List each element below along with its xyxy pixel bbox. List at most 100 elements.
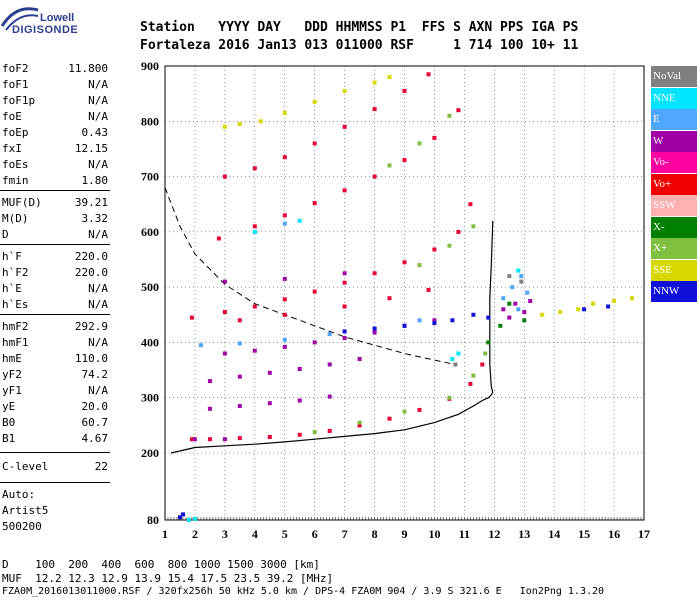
param-key: hmF2 bbox=[2, 320, 29, 333]
data-point-noval bbox=[519, 279, 524, 284]
data-point-x+ bbox=[387, 163, 392, 168]
data-point-x+ bbox=[402, 409, 407, 414]
header-labels: Station YYYY DAY DDD HHMMSS P1 FFS S AXN… bbox=[140, 20, 579, 35]
data-point-vo+ bbox=[237, 318, 242, 323]
param-row-20: yE 20.0 bbox=[2, 400, 108, 414]
data-point-w bbox=[207, 379, 212, 384]
data-point-nne bbox=[297, 218, 302, 223]
param-key: foF1 bbox=[2, 78, 29, 91]
data-point-x- bbox=[522, 318, 527, 323]
legend-item-vo+: Vo+ bbox=[651, 173, 697, 195]
data-point-sse bbox=[312, 99, 317, 104]
data-point-vo+ bbox=[417, 407, 422, 412]
data-point-w bbox=[528, 299, 533, 303]
data-point-w bbox=[222, 351, 227, 356]
data-point-nnw bbox=[181, 512, 185, 517]
param-value: 11.800 bbox=[68, 62, 108, 75]
data-point-w bbox=[507, 315, 512, 320]
data-point-w bbox=[513, 301, 518, 306]
param-key: C-level bbox=[2, 460, 49, 473]
data-point-e bbox=[519, 274, 524, 279]
param-value: N/A bbox=[88, 282, 108, 295]
data-point-w bbox=[192, 437, 197, 442]
data-point-e bbox=[198, 343, 203, 348]
data-point-vo+ bbox=[189, 437, 194, 442]
data-point-sse bbox=[630, 296, 634, 301]
data-point-vo+ bbox=[402, 260, 407, 265]
data-point-x+ bbox=[471, 373, 476, 378]
param-row-6: foEs N/A bbox=[2, 158, 108, 172]
data-point-noval bbox=[453, 362, 458, 367]
param-value: 12.15 bbox=[74, 142, 108, 155]
data-point-sse bbox=[591, 301, 596, 306]
data-point-w bbox=[501, 307, 506, 312]
param-key: D bbox=[2, 228, 9, 241]
data-point-vo+ bbox=[342, 124, 347, 129]
legend-item-noval: NoVal bbox=[651, 66, 697, 87]
data-point-vo+ bbox=[327, 428, 332, 433]
data-point-w bbox=[267, 370, 272, 375]
data-point-w bbox=[372, 330, 377, 335]
data-point-w bbox=[222, 279, 227, 284]
data-point-sse bbox=[237, 122, 242, 127]
param-value: 20.0 bbox=[81, 400, 109, 413]
data-point-sse bbox=[222, 124, 227, 129]
auto-line-1: Artist5 bbox=[2, 504, 49, 517]
data-point-vo+ bbox=[267, 435, 272, 439]
x-tick-label: 17 bbox=[638, 527, 650, 541]
data-point-nne bbox=[450, 357, 455, 361]
logo-swoosh-icon bbox=[0, 7, 39, 31]
data-point-sse bbox=[612, 299, 617, 303]
param-key: yF1 bbox=[2, 384, 22, 397]
parameter-panel: foF2 11.800 foF1 N/A foF1p N/A foE N/A foEp 0.43 f… bbox=[0, 0, 112, 560]
x-tick-label: 14 bbox=[548, 527, 560, 541]
data-point-x+ bbox=[447, 113, 452, 118]
data-point-w bbox=[342, 336, 347, 340]
data-point-vo+ bbox=[402, 158, 407, 162]
data-point-vo+ bbox=[189, 315, 194, 320]
data-point-vo+ bbox=[282, 155, 287, 160]
data-point-w bbox=[267, 401, 272, 406]
x-tick-label: 12 bbox=[488, 527, 500, 541]
param-row-7: fmin 1.80 bbox=[2, 174, 108, 188]
data-point-vo+ bbox=[426, 72, 431, 77]
param-value: 74.2 bbox=[81, 368, 109, 381]
param-row-2: foF1p N/A bbox=[2, 94, 108, 108]
data-point-sse bbox=[258, 119, 263, 124]
auto-line-2: 500200 bbox=[2, 520, 42, 533]
data-point-sse bbox=[372, 80, 377, 85]
data-point-vo+ bbox=[252, 166, 257, 171]
param-key: h`E bbox=[2, 282, 22, 295]
data-point-vo+ bbox=[432, 247, 437, 252]
data-point-nnw bbox=[450, 318, 455, 323]
y-tick-label: 900 bbox=[141, 59, 159, 73]
data-point-w bbox=[237, 374, 242, 379]
panel-divider bbox=[0, 244, 110, 245]
param-key: MUF(D) bbox=[2, 196, 42, 209]
param-key: fmin bbox=[2, 174, 29, 187]
param-value: N/A bbox=[88, 384, 108, 397]
header-values: Fortaleza 2016 Jan13 013 011000 RSF 1 71… bbox=[140, 38, 579, 53]
data-point-vo+ bbox=[222, 310, 227, 314]
legend-item-vo-: Vo- bbox=[651, 152, 697, 173]
x-tick-label: 4 bbox=[252, 527, 258, 541]
data-point-e bbox=[510, 285, 515, 290]
data-point-w bbox=[432, 318, 437, 323]
data-point-w bbox=[312, 340, 317, 345]
param-row-21: B0 60.7 bbox=[2, 416, 108, 430]
panel-divider bbox=[0, 190, 110, 191]
data-point-vo+ bbox=[297, 432, 302, 437]
param-value: 292.9 bbox=[74, 320, 108, 333]
data-point-w bbox=[357, 357, 362, 361]
file-info-row: FZA0M_2016013011000.RSF / 320fx256h 50 k… bbox=[2, 586, 605, 597]
param-value: N/A bbox=[88, 110, 108, 123]
data-point-nnw bbox=[606, 304, 611, 309]
data-point-e bbox=[501, 296, 506, 301]
param-row-15: hmF2 292.9 bbox=[2, 320, 108, 334]
data-point-vo+ bbox=[216, 236, 221, 241]
param-row-12: h`F2 220.0 bbox=[2, 266, 108, 280]
data-point-vo+ bbox=[402, 88, 407, 93]
data-point-vo+ bbox=[372, 271, 377, 276]
data-point-x- bbox=[507, 301, 512, 306]
logo-text-lowell: Lowell bbox=[40, 12, 75, 24]
